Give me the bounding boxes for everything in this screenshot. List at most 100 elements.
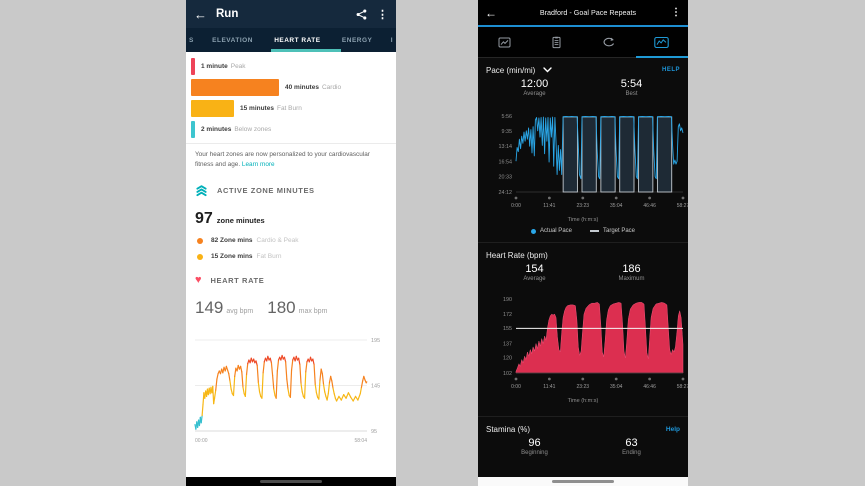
active-tab-underline: [271, 49, 341, 52]
hr-average-stat: 154 Average: [486, 263, 583, 291]
garmin-heart-rate-chart[interactable]: 190 172 155 137 120 102 0:00 11:41 23:23 35:04 46:…: [486, 291, 688, 391]
zone-name: Cardio: [321, 84, 342, 91]
zone-minutes: 15 Zone mins: [211, 253, 253, 261]
zone-bar-peak: [191, 58, 195, 75]
max-bpm-label: max bpm: [298, 308, 328, 316]
share-icon[interactable]: [356, 8, 367, 20]
pace-section-header: Pace (min/mi) HELP: [486, 64, 680, 76]
svg-text:5:56: 5:56: [502, 114, 513, 120]
zone-row-below-zones: 2 minutes Below zones: [191, 121, 396, 138]
tab-details[interactable]: [531, 27, 584, 57]
stamina-beginning-stat: 96 Beginning: [486, 437, 583, 465]
svg-text:35:04: 35:04: [610, 203, 623, 209]
tab-summary[interactable]: [478, 27, 531, 57]
stamina-stats: 96 Beginning 63 Ending: [486, 437, 680, 465]
activity-title: Bradford - Goal Pace Repeats: [539, 8, 637, 17]
zone-duration: 40 minutes: [285, 84, 319, 91]
zone-duration: 1 minute: [201, 63, 228, 70]
active-zone-minutes-icon: [195, 184, 208, 197]
stamina-beginning-value: 96: [528, 437, 541, 449]
cardio-peak-dot-icon: [197, 237, 203, 244]
learn-more-link[interactable]: Learn more: [241, 160, 275, 168]
fat-burn-dot-icon: [197, 253, 203, 260]
zone-minutes-row: 82 Zone mins Cardio & Peak: [197, 237, 396, 244]
zone-row-peak: 1 minute Peak: [191, 58, 396, 75]
heart-rate-header: ♥ HEART RATE: [195, 274, 396, 287]
avg-bpm-value: 149: [195, 298, 224, 318]
overflow-menu-icon[interactable]: ⋮: [671, 7, 681, 18]
tab-partial-left[interactable]: S: [189, 36, 194, 44]
zone-row-fat-burn: 15 minutes Fat Burn: [191, 100, 396, 117]
zone-label: Cardio & Peak: [256, 237, 299, 245]
svg-text:35:04: 35:04: [610, 384, 623, 390]
pace-best-stat: 5:54 Best: [583, 78, 680, 106]
pace-help-link[interactable]: HELP: [661, 67, 680, 73]
svg-text:195: 195: [371, 338, 380, 344]
back-arrow-icon[interactable]: ←: [194, 6, 207, 22]
zone-bar-fat-burn: [191, 100, 234, 117]
header-accent-line: [478, 25, 688, 27]
tab-heart-rate[interactable]: HEART RATE: [274, 36, 321, 44]
garmin-header: ← Bradford - Goal Pace Repeats ⋮: [478, 0, 688, 25]
summary-tab-icon: [498, 36, 511, 49]
note-text: Your heart zones are now personalized to…: [195, 151, 370, 168]
tab-partial-right[interactable]: I: [390, 36, 393, 44]
svg-text:0:00: 0:00: [511, 203, 521, 209]
zone-row-cardio: 40 minutes Cardio: [191, 79, 396, 96]
stamina-ending-label: Ending: [622, 450, 641, 456]
stamina-help-link[interactable]: Help: [665, 425, 680, 433]
fitbit-screenshot: ← Run ⋮ S ELEVATION HEART RATE ENERGY I …: [186, 0, 396, 486]
active-tab-underline: [636, 56, 688, 58]
avg-bpm-label: avg bpm: [226, 308, 254, 316]
personalization-note: Your heart zones are now personalized to…: [186, 144, 396, 169]
svg-text:137: 137: [503, 341, 512, 347]
hr-maximum-label: Maximum: [618, 276, 645, 282]
svg-text:172: 172: [503, 312, 512, 318]
heart-rate-stats: 149 avg bpm 180 max bpm: [195, 298, 396, 318]
section-title: HEART RATE: [210, 275, 265, 285]
stamina-title: Stamina (%): [486, 424, 531, 434]
zone-duration: 15 minutes: [240, 105, 274, 112]
overflow-menu-icon[interactable]: ⋮: [377, 8, 388, 21]
svg-text:24:12: 24:12: [499, 190, 513, 196]
fitbit-header: ← Run ⋮: [186, 0, 396, 28]
home-indicator[interactable]: [260, 480, 322, 483]
svg-text:120: 120: [503, 356, 512, 362]
heart-rate-title: Heart Rate (bpm): [486, 250, 548, 260]
home-indicator[interactable]: [552, 480, 614, 483]
garmin-tab-bar: [478, 27, 688, 58]
legend-label: Target Pace: [603, 228, 636, 234]
android-navigation-bar: [478, 477, 688, 486]
svg-text:13:14: 13:14: [499, 144, 513, 150]
back-arrow-icon[interactable]: ←: [485, 5, 497, 20]
tab-charts[interactable]: [636, 27, 689, 57]
actual-pace-dot-icon: [530, 228, 536, 234]
svg-text:58:04: 58:04: [354, 438, 367, 444]
charts-tab-icon: [654, 36, 669, 49]
fitbit-content: 1 minute Peak 40 minutes Cardio 15 minut…: [186, 52, 396, 446]
zone-bar-cardio: [191, 79, 279, 96]
chevron-down-icon[interactable]: [543, 67, 553, 73]
hr-maximum-value: 186: [622, 263, 641, 275]
svg-text:58:27: 58:27: [677, 203, 688, 209]
pace-average-value: 12:00: [520, 78, 549, 90]
svg-text:46:46: 46:46: [643, 203, 656, 209]
zone-name: Peak: [230, 63, 246, 70]
tab-energy[interactable]: ENERGY: [341, 36, 373, 44]
tab-elevation[interactable]: ELEVATION: [212, 36, 253, 44]
zone-minutes-total: 97 zone minutes: [195, 210, 396, 228]
legend-target-pace: Target Pace: [590, 228, 635, 234]
android-navigation-bar: [186, 477, 396, 486]
pace-average-label: Average: [523, 91, 546, 97]
heart-rate-stats: 154 Average 186 Maximum: [486, 263, 680, 291]
pace-chart[interactable]: 5:56 9:35 13:14 16:54 20:33 24:12 0:00 11:41 23:…: [486, 106, 689, 210]
heart-rate-chart[interactable]: 195 145 95 00:00 58:04: [191, 330, 391, 446]
heart-icon: ♥: [195, 274, 202, 287]
pace-best-value: 5:54: [620, 78, 643, 90]
hr-average-value: 154: [525, 263, 544, 275]
tab-laps[interactable]: [583, 27, 636, 57]
zone-duration: 2 minutes: [201, 126, 232, 133]
svg-text:155: 155: [503, 326, 512, 332]
zone-label: Fat Burn: [256, 253, 282, 261]
